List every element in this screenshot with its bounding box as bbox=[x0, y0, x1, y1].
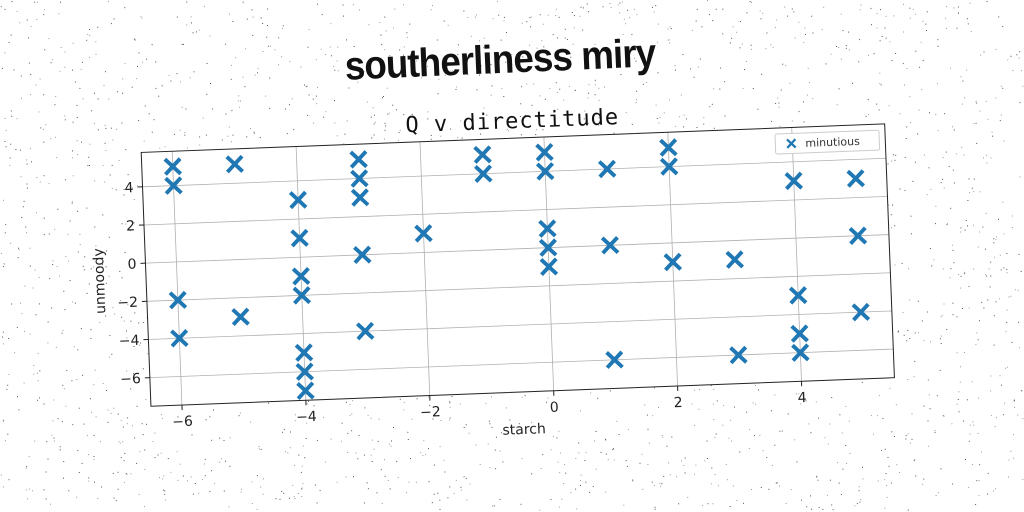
x-tick-label: 2 bbox=[673, 395, 683, 411]
data-point bbox=[846, 169, 865, 188]
data-point bbox=[725, 250, 744, 269]
x-tick-label: −2 bbox=[420, 404, 441, 421]
axis-ticks: −6 −4 −2 0 2 4 −6 −4 −2 0 2 4 bbox=[117, 180, 807, 431]
data-point bbox=[288, 190, 308, 210]
x-grid-line bbox=[295, 146, 307, 401]
data-point bbox=[659, 138, 678, 157]
data-point bbox=[290, 228, 309, 248]
data-point bbox=[225, 154, 244, 174]
y-grid-line bbox=[146, 272, 891, 302]
y-tick-label: 0 bbox=[127, 256, 137, 272]
x-grid-line bbox=[667, 132, 678, 387]
data-point bbox=[295, 362, 314, 381]
data-point bbox=[350, 188, 370, 207]
y-grid-line bbox=[148, 310, 892, 340]
plot-area bbox=[141, 123, 895, 407]
y-grid-line bbox=[145, 234, 889, 264]
data-point bbox=[597, 159, 617, 179]
data-point bbox=[538, 238, 558, 257]
data-point bbox=[605, 350, 624, 370]
data-point bbox=[231, 307, 250, 327]
x-tick-label: 0 bbox=[550, 400, 560, 416]
data-point bbox=[791, 343, 810, 362]
data-point bbox=[600, 236, 620, 255]
data-point bbox=[659, 157, 679, 176]
y-tick-label: 2 bbox=[126, 218, 136, 234]
plot-rotation-group: −6 −4 −2 0 2 4 −6 −4 −2 0 2 4 Q v directitude starc… bbox=[91, 105, 895, 439]
data-point bbox=[414, 224, 433, 243]
y-tick-label: −2 bbox=[117, 295, 138, 312]
data-point bbox=[164, 176, 183, 195]
y-tick-label: 4 bbox=[124, 180, 134, 196]
data-points bbox=[163, 138, 871, 401]
x-grid-line bbox=[543, 136, 555, 391]
y-grid-line bbox=[149, 348, 894, 379]
x-grid-line bbox=[419, 141, 431, 396]
x-axis-label: starch bbox=[502, 421, 546, 439]
data-point bbox=[539, 257, 559, 276]
data-point bbox=[535, 162, 555, 181]
x-grid-line bbox=[171, 151, 183, 406]
legend-marker bbox=[786, 138, 797, 149]
data-point bbox=[663, 252, 683, 272]
data-point bbox=[163, 157, 183, 176]
data-point bbox=[168, 290, 188, 310]
data-point bbox=[851, 302, 871, 322]
data-point bbox=[170, 329, 189, 348]
data-point bbox=[729, 345, 748, 365]
x-grid-line bbox=[791, 127, 802, 382]
plot-frame bbox=[140, 123, 895, 407]
data-point bbox=[291, 267, 311, 286]
y-axis-label: unmoody bbox=[91, 248, 110, 314]
data-point bbox=[353, 245, 372, 265]
data-point bbox=[848, 226, 868, 246]
chart-title: Q v directitude bbox=[405, 105, 619, 138]
data-point bbox=[355, 321, 375, 341]
data-point bbox=[292, 286, 312, 305]
x-tick-label: 4 bbox=[797, 390, 807, 406]
y-tick-label: −6 bbox=[120, 371, 141, 388]
legend-box bbox=[774, 129, 881, 155]
data-point bbox=[788, 286, 808, 305]
legend: minutious bbox=[774, 129, 881, 155]
x-tick-label: −4 bbox=[296, 409, 317, 426]
x-tick-label: −6 bbox=[172, 414, 193, 431]
data-point bbox=[350, 169, 369, 188]
data-point bbox=[296, 381, 315, 401]
data-point bbox=[535, 143, 554, 162]
data-point bbox=[294, 343, 314, 362]
data-point bbox=[473, 145, 492, 164]
legend-entry-label: minutious bbox=[805, 135, 860, 150]
y-tick-label: −4 bbox=[119, 333, 140, 350]
y-grid-line bbox=[143, 196, 888, 226]
data-point bbox=[790, 324, 809, 343]
data-point bbox=[784, 171, 804, 191]
data-point bbox=[538, 219, 557, 238]
grid-lines bbox=[142, 127, 894, 406]
data-point bbox=[474, 164, 493, 183]
y-grid-line bbox=[142, 157, 886, 188]
legend-marker-glyph bbox=[786, 138, 797, 149]
data-point bbox=[349, 150, 368, 169]
